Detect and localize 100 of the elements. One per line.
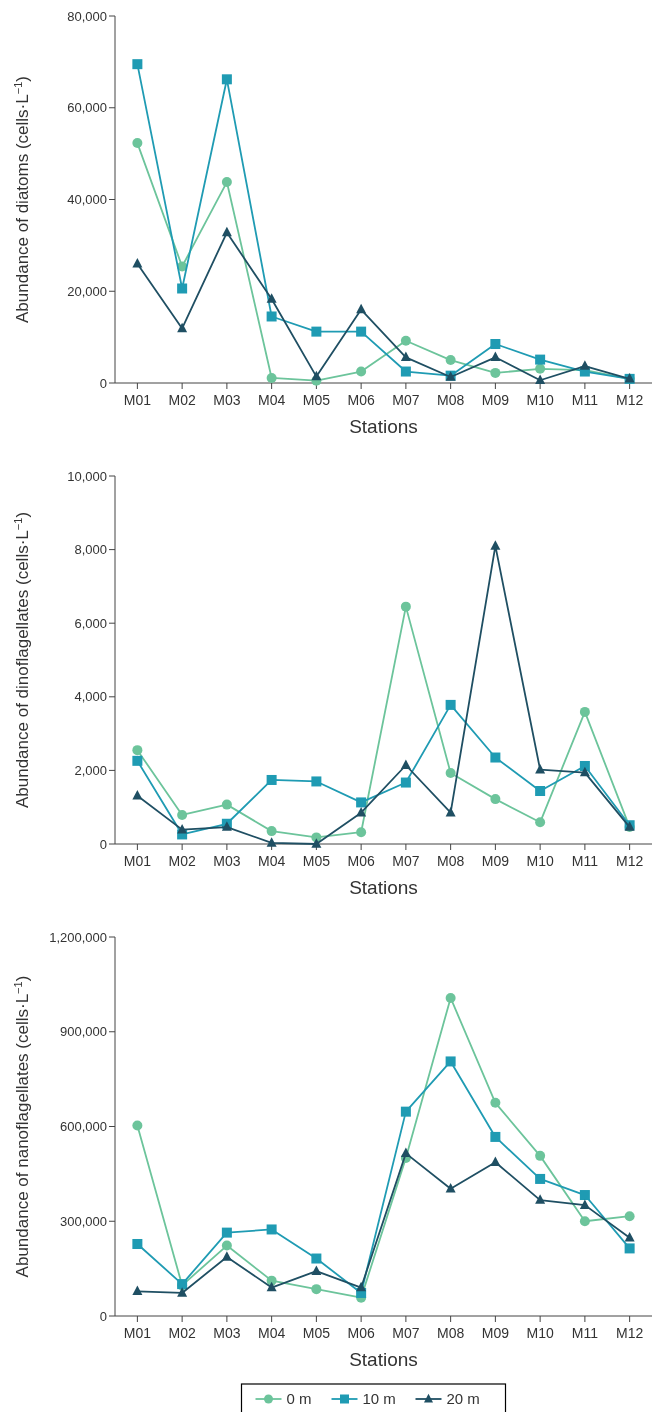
x-tick-label: M12 <box>616 1325 644 1341</box>
point <box>535 763 546 774</box>
point <box>400 1147 411 1158</box>
point <box>400 777 411 788</box>
x-axis-title: Stations <box>349 877 418 898</box>
x-tick-label: M08 <box>437 392 465 408</box>
point <box>579 766 590 777</box>
y-tick-label: 6,000 <box>74 615 107 631</box>
x-tick-label: M09 <box>481 1325 510 1341</box>
x-axis-title: Stations <box>349 1349 418 1370</box>
y-tick-label: 4,000 <box>74 689 107 705</box>
x-tick-label: M08 <box>437 853 465 869</box>
y-tick-label: 60,000 <box>67 100 107 116</box>
point <box>624 1211 635 1222</box>
x-tick-label: M05 <box>302 1325 331 1341</box>
point <box>490 1131 501 1142</box>
point <box>311 776 322 787</box>
y-tick-label: 0 <box>99 375 107 391</box>
point <box>535 374 546 384</box>
point <box>221 226 232 237</box>
point <box>221 177 232 188</box>
point <box>445 1182 456 1193</box>
point <box>535 786 546 797</box>
point <box>221 799 232 810</box>
x-tick-label: M01 <box>123 392 152 408</box>
x-tick-label: M01 <box>123 853 152 869</box>
legend-label: 10 m <box>362 1390 396 1408</box>
x-tick-label: M05 <box>302 853 331 869</box>
point <box>400 1106 411 1117</box>
point <box>356 1281 367 1292</box>
point <box>132 59 143 70</box>
point <box>445 699 456 710</box>
point <box>311 1265 322 1275</box>
point <box>579 1199 590 1209</box>
x-tick-label: M05 <box>302 392 331 408</box>
x-tick-label: M01 <box>123 1325 152 1341</box>
point <box>445 767 456 778</box>
point <box>311 370 322 381</box>
point <box>177 809 188 820</box>
x-tick-label: M09 <box>481 392 510 408</box>
y-tick-label: 0 <box>99 836 107 852</box>
point <box>579 760 590 771</box>
point <box>132 1238 143 1249</box>
point <box>177 1287 188 1297</box>
x-tick-label: M11 <box>571 853 599 869</box>
x-tick-label: M03 <box>213 1325 241 1341</box>
point <box>490 1097 501 1108</box>
point <box>535 1150 546 1161</box>
x-axis-title: Stations <box>349 416 418 437</box>
point <box>535 363 546 374</box>
point <box>579 706 590 717</box>
y-tick-label: 300,000 <box>60 1213 107 1229</box>
point <box>490 1156 501 1166</box>
x-tick-label: M07 <box>392 1325 420 1341</box>
point <box>490 540 501 550</box>
point <box>266 293 277 303</box>
x-tick-label: M11 <box>571 392 599 408</box>
x-tick-label: M06 <box>347 1325 375 1341</box>
point <box>535 1173 546 1184</box>
x-tick-label: M11 <box>571 1325 599 1341</box>
point <box>445 1056 456 1067</box>
y-tick-label: 20,000 <box>67 283 107 299</box>
x-tick-label: M04 <box>258 1325 286 1341</box>
x-tick-label: M02 <box>168 1325 196 1341</box>
point <box>445 992 456 1003</box>
point <box>356 797 367 808</box>
point <box>624 1243 635 1254</box>
x-tick-label: M12 <box>616 853 644 869</box>
point <box>356 326 367 337</box>
point <box>490 351 501 362</box>
point <box>132 790 143 800</box>
point <box>266 311 277 322</box>
point <box>221 74 232 85</box>
point <box>132 745 143 756</box>
point <box>132 138 143 149</box>
point <box>311 838 322 848</box>
point <box>445 806 456 817</box>
x-tick-label: M04 <box>258 853 286 869</box>
point <box>490 339 501 350</box>
x-tick-label: M02 <box>168 853 196 869</box>
legend-label: 20 m <box>446 1390 480 1408</box>
point <box>400 601 411 612</box>
point <box>535 354 546 365</box>
point <box>490 752 501 763</box>
x-tick-label: M06 <box>347 392 375 408</box>
x-tick-label: M03 <box>213 853 241 869</box>
point <box>535 817 546 828</box>
legend-label: 0 m <box>286 1390 312 1408</box>
x-tick-label: M06 <box>347 853 375 869</box>
x-tick-label: M02 <box>168 392 196 408</box>
point <box>311 1284 322 1295</box>
point <box>356 827 367 838</box>
point <box>132 1120 143 1131</box>
point <box>624 1231 635 1242</box>
x-tick-label: M12 <box>616 392 644 408</box>
x-tick-label: M08 <box>437 1325 465 1341</box>
point <box>266 774 277 785</box>
x-tick-label: M07 <box>392 392 420 408</box>
point <box>356 366 367 377</box>
point <box>311 1253 322 1264</box>
